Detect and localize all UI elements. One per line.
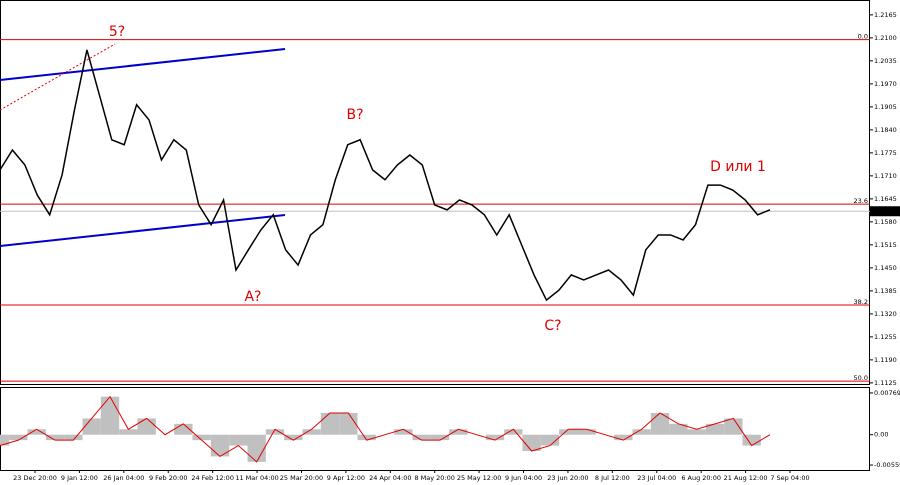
osc-bar (137, 418, 156, 435)
price-panel (0, 0, 870, 385)
osc-bar (430, 434, 450, 441)
x-tick-label: 25 Mar 20:00 (280, 474, 323, 482)
x-tick-label: 23 Dec 20:00 (13, 474, 57, 482)
x-tick-label: 9 Jan 12:00 (61, 474, 98, 482)
y-tick-label: 1.1775 (874, 149, 897, 157)
y-tick-label: 1.1255 (874, 333, 897, 341)
y-tick-label: 1.1840 (874, 126, 897, 134)
y-tick-label: 1.2100 (874, 34, 897, 42)
osc-bar (229, 434, 248, 446)
y-tick-label: 0.00769 (874, 389, 900, 397)
osc-bar (100, 396, 120, 435)
osc-bar (82, 418, 101, 435)
osc-bar (412, 434, 431, 441)
osc-bar (449, 429, 468, 435)
x-tick-label: 6 Aug 20:00 (681, 474, 721, 482)
osc-bar (192, 434, 211, 441)
x-tick-label: 9 Apr 12:00 (327, 474, 365, 482)
osc-bar (632, 429, 651, 435)
osc-bar (0, 434, 10, 446)
price-line (0, 49, 771, 302)
x-tick-label: 7 Sep 04:00 (770, 474, 809, 482)
y-tick-label: 1.1515 (874, 241, 897, 249)
y-tick-label: 1.1580 (874, 218, 897, 226)
y-tick-label: 1.2165 (874, 11, 897, 19)
osc-bar (614, 434, 633, 441)
y-tick-label: 1.1320 (874, 310, 897, 318)
x-tick-label: 11 Mar 04:00 (235, 474, 278, 482)
price-tag (870, 206, 900, 217)
osc-bar (650, 412, 670, 435)
osc-bar (577, 429, 596, 435)
wave-label: 5? (109, 24, 125, 40)
osc-bar (174, 423, 193, 435)
fib-label: 23.6 (854, 197, 868, 205)
osc-bar (45, 434, 65, 441)
x-tick-label: 9 Feb 20:00 (149, 474, 188, 482)
x-tick-label: 25 May 12:00 (457, 474, 502, 482)
osc-bar (320, 412, 340, 435)
trend-line (0, 214, 286, 247)
osc-bar (64, 434, 83, 441)
x-tick-label: 24 Apr 04:00 (369, 474, 411, 482)
y-tick-label: 1.1450 (874, 264, 897, 272)
osc-bar (119, 429, 138, 435)
x-tick-label: 8 Jul 12:00 (595, 474, 630, 482)
osc-bar (302, 429, 321, 435)
y-tick-label: -0.00559 (874, 461, 900, 469)
y-tick-label: 1.1970 (874, 80, 897, 88)
osc-bar (742, 434, 761, 446)
y-tick-label: 1.1125 (874, 379, 897, 387)
y-tick-label: 1.2035 (874, 57, 897, 65)
osc-bar (687, 429, 706, 435)
y-tick-label: 0.00 (874, 431, 888, 439)
y-tick-label: 1.1190 (874, 356, 897, 364)
fib-label: 38.2 (854, 298, 868, 306)
osc-bar (284, 434, 303, 441)
y-tick-label: 1.1905 (874, 103, 897, 111)
wave-label: D или 1 (710, 159, 766, 175)
y-tick-label: 1.1645 (874, 195, 897, 203)
wave-label: B? (346, 107, 363, 123)
osc-bar (357, 434, 376, 441)
x-tick-label: 21 Aug 12:00 (724, 474, 768, 482)
osc-bar (210, 434, 230, 457)
osc-bar (522, 434, 541, 451)
osc-bar (724, 418, 743, 435)
osc-bar (540, 434, 560, 446)
osc-bar (265, 429, 285, 435)
x-tick-label: 23 Jul 04:00 (637, 474, 676, 482)
price-tag-label: 1.1610 (874, 207, 897, 215)
wave-label: A? (244, 289, 261, 305)
osc-line (0, 395, 771, 463)
x-tick-label: 9 Jun 04:00 (505, 474, 542, 482)
x-tick-label: 26 Jan 04:00 (103, 474, 144, 482)
x-tick-label: 24 Feb 12:00 (191, 474, 234, 482)
osc-bar (394, 429, 413, 435)
osc-bar (705, 423, 725, 435)
fib-label: 0.0 (858, 33, 868, 41)
osc-bar (9, 434, 28, 441)
trend-line (0, 48, 286, 81)
wave-label: C? (544, 318, 561, 334)
osc-bar (559, 429, 578, 435)
osc-bar (485, 434, 505, 441)
x-tick-label: 8 May 20:00 (414, 474, 454, 482)
osc-bar (339, 412, 358, 435)
fib-label: 50.0 (854, 374, 868, 382)
osc-bar (504, 429, 523, 435)
y-tick-label: 1.1710 (874, 172, 897, 180)
trend-line (0, 43, 116, 111)
y-tick-label: 1.1385 (874, 287, 897, 295)
x-tick-label: 23 Jun 20:00 (547, 474, 588, 482)
osc-bar (247, 434, 266, 462)
osc-bar (27, 429, 46, 435)
osc-bar (669, 423, 688, 435)
